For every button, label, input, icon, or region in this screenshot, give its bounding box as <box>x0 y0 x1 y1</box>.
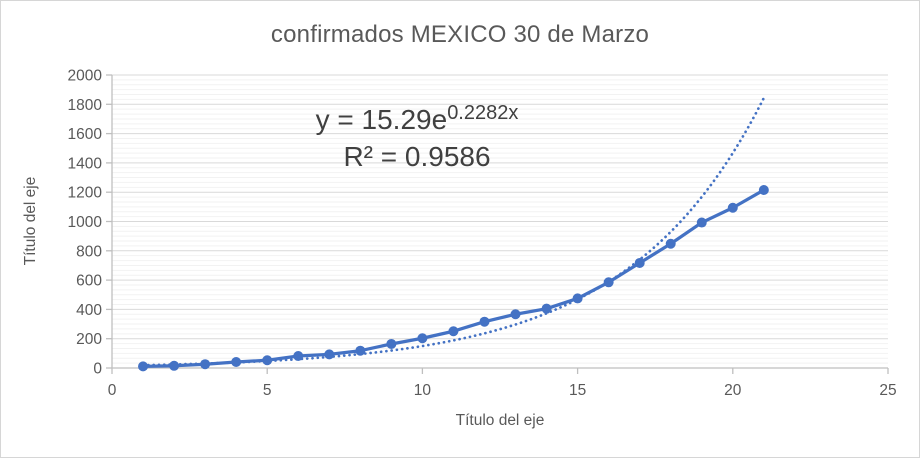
data-point-marker <box>448 326 459 337</box>
x-tick-label: 10 <box>414 382 432 399</box>
x-axis-title: Título del eje <box>455 412 545 429</box>
trendline <box>141 96 766 367</box>
x-tick-label: 0 <box>108 382 117 399</box>
data-point-marker <box>603 277 614 288</box>
data-point-marker <box>696 217 707 228</box>
data-point-marker <box>665 238 676 249</box>
trendline-r-squared: R² = 0.9586 <box>343 141 491 172</box>
x-tick-label: 20 <box>724 382 742 399</box>
data-point-marker <box>231 356 242 367</box>
trendline-equation: y = 15.29e0.2282x <box>257 101 577 138</box>
data-point-marker <box>758 185 769 195</box>
data-point-marker <box>293 350 304 361</box>
y-tick-label: 800 <box>76 243 102 260</box>
y-tick-label: 400 <box>76 302 102 319</box>
y-tick-label: 2000 <box>68 68 103 85</box>
trendline-label: y = 15.29e0.2282x R² = 0.9586 <box>257 101 577 175</box>
data-point-marker <box>200 359 211 370</box>
data-point-marker <box>479 316 490 327</box>
y-tick-label: 1000 <box>68 214 103 231</box>
x-tick-label: 15 <box>569 382 586 399</box>
data-point-marker <box>262 355 273 366</box>
data-point-marker <box>169 360 180 371</box>
data-point-marker <box>355 345 366 356</box>
y-axis-title: Título del eje <box>22 176 39 266</box>
x-tick-label: 5 <box>263 382 272 399</box>
data-point-marker <box>510 309 521 320</box>
data-point-marker <box>727 202 738 213</box>
y-tick-label: 1600 <box>68 126 103 143</box>
trendline-equation-base: y = 15.29e <box>315 104 448 135</box>
data-point-marker <box>634 257 645 268</box>
y-tick-label: 0 <box>93 361 102 378</box>
data-point-marker <box>324 349 335 360</box>
y-tick-label: 1800 <box>68 97 103 114</box>
data-point-marker <box>572 293 583 304</box>
y-tick-label: 1200 <box>68 185 103 202</box>
y-tick-label: 200 <box>76 331 102 348</box>
data-point-marker <box>138 361 149 372</box>
y-tick-label: 1400 <box>68 155 103 172</box>
data-point-marker <box>541 303 552 314</box>
x-tick-label: 25 <box>879 382 896 399</box>
data-point-marker <box>386 338 397 349</box>
chart-title: confirmados MEXICO 30 de Marzo <box>270 21 650 48</box>
data-point-marker <box>417 333 428 344</box>
trendline-equation-exponent: 0.2282x <box>447 102 519 124</box>
y-tick-label: 600 <box>76 273 102 290</box>
